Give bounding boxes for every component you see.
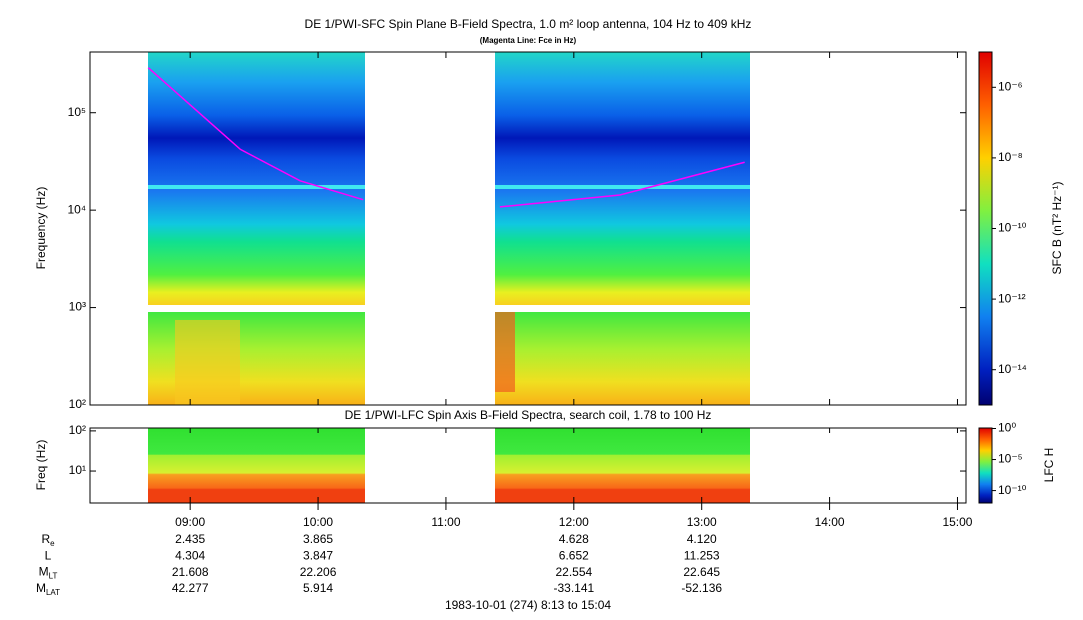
y-tick-label: 10² — [69, 397, 86, 411]
y-tick-label: 10⁵ — [68, 105, 86, 119]
ephemeris-value: 4.120 — [687, 532, 717, 546]
ephemeris-label-main: M — [39, 565, 49, 579]
ephemeris-value: 2.435 — [175, 532, 205, 546]
ephemeris-value: 5.914 — [303, 581, 333, 595]
chart-subtitle: (Magenta Line: Fce in Hz) — [480, 36, 577, 45]
ephemeris-label: L — [45, 548, 52, 562]
plot-frame — [89, 51, 967, 406]
colorbar-tick-label: 10⁻¹⁰ — [998, 483, 1027, 497]
x-tick-label: 12:00 — [559, 515, 589, 529]
x-tick-label: 13:00 — [687, 515, 717, 529]
ephemeris-label-sub: LT — [49, 572, 58, 581]
footer: 1983-10-01 (274) 8:13 to 15:04 — [445, 598, 611, 612]
panel-title: DE 1/PWI-LFC Spin Axis B-Field Spectra, … — [345, 408, 712, 422]
ephemeris-label-main: L — [45, 548, 52, 562]
ephemeris-value: 21.608 — [172, 565, 209, 579]
ephemeris-value: 42.277 — [172, 581, 209, 595]
y-axis-label: Frequency (Hz) — [34, 187, 48, 270]
ephemeris-value: 4.304 — [175, 548, 205, 562]
ephemeris-value: 6.652 — [559, 548, 589, 562]
chart-title: DE 1/PWI-SFC Spin Plane B-Field Spectra,… — [305, 17, 752, 31]
y-tick-label: 10¹ — [69, 463, 86, 477]
ephemeris-label-sub: LAT — [46, 588, 60, 597]
ephemeris-value: 3.847 — [303, 548, 333, 562]
ephemeris-label: MLT — [39, 565, 58, 581]
ephemeris-value: 22.645 — [683, 565, 720, 579]
colorbar-tick-label: 10⁻⁸ — [998, 150, 1023, 164]
x-tick-label: 09:00 — [175, 515, 205, 529]
colorbar-tick-label: 10⁰ — [998, 421, 1016, 435]
colorbar-tick-label: 10⁻¹² — [998, 291, 1026, 305]
colorbar-tick-label: 10⁻⁶ — [998, 79, 1023, 93]
x-tick-label: 11:00 — [431, 515, 460, 529]
ephemeris-label: Re — [41, 532, 55, 548]
ephemeris-value: -52.136 — [681, 581, 722, 595]
y-axis-label: Freq (Hz) — [34, 440, 48, 491]
colorbar-label: LFC H — [1042, 448, 1056, 483]
plot-frame — [89, 427, 967, 504]
x-tick-label: 14:00 — [815, 515, 845, 529]
ephemeris-label-main: R — [41, 532, 50, 546]
ephemeris-label-sub: e — [50, 539, 55, 548]
colorbar-tick-label: 10⁻¹⁴ — [998, 362, 1027, 376]
x-tick-label: 15:00 — [942, 515, 972, 529]
ephemeris-label: MLAT — [36, 581, 60, 597]
x-tick-label: 10:00 — [303, 515, 333, 529]
y-tick-label: 10³ — [69, 300, 86, 314]
y-tick-label: 10² — [69, 423, 86, 437]
ephemeris-value: 22.554 — [555, 565, 592, 579]
spectrogram — [148, 52, 992, 503]
ephemeris-label-main: M — [36, 581, 46, 595]
fce-line — [147, 67, 745, 208]
ephemeris-value: -33.141 — [553, 581, 594, 595]
colorbar-label: SFC B (nT² Hz⁻¹) — [1050, 182, 1064, 275]
colorbar-tick-label: 10⁻⁵ — [998, 452, 1023, 466]
ephemeris-value: 22.206 — [300, 565, 337, 579]
ephemeris-value: 3.865 — [303, 532, 333, 546]
ephemeris-value: 11.253 — [684, 548, 720, 562]
y-tick-label: 10⁴ — [67, 202, 86, 216]
ephemeris-value: 4.628 — [559, 532, 589, 546]
colorbar-tick-label: 10⁻¹⁰ — [998, 221, 1027, 235]
colorbar-frame — [978, 427, 993, 504]
